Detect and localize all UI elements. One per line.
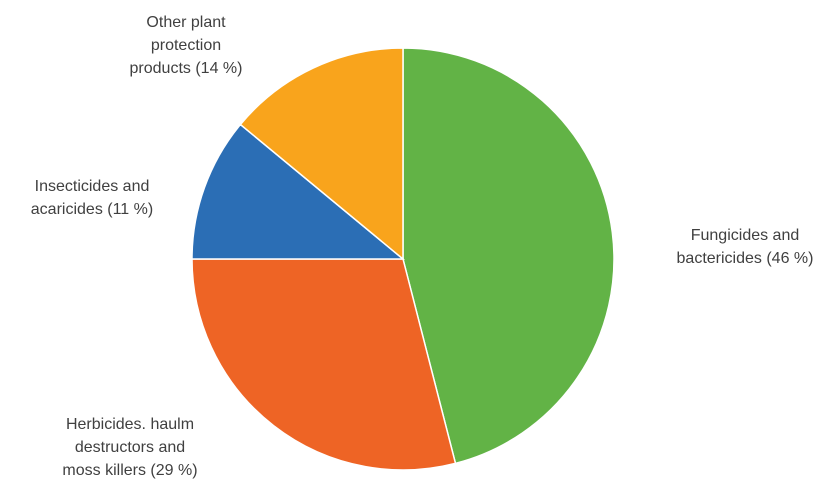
slice-label-line: protection: [151, 37, 221, 54]
slice-label-line: moss killers (29 %): [62, 462, 197, 479]
pie-slice-0: [402, 47, 615, 465]
slice-label-1: Herbicides. haulm destructors and moss kil…: [62, 416, 197, 479]
slice-label-line: Insecticides and: [35, 178, 150, 195]
pie-slice-3: [239, 47, 404, 261]
slice-label-line: Fungicides and: [691, 227, 800, 244]
slice-label-line: bactericides (46 %): [677, 250, 814, 267]
slice-label-line: products (14 %): [130, 60, 243, 77]
slice-labels: Fungicides and bactericides (46 %) Herbici…: [31, 14, 814, 479]
pie-slice-2: [191, 123, 406, 260]
slice-label-3: Other plant protection products (14 %): [130, 14, 243, 77]
pie-slices: [191, 47, 615, 471]
slice-label-line: Other plant: [146, 14, 226, 31]
slice-label-0: Fungicides and bactericides (46 %): [677, 227, 814, 267]
slice-label-line: destructors and: [75, 439, 185, 456]
pie-slice-1: [191, 258, 457, 471]
slice-label-2: Insecticides and acaricides (11 %): [31, 178, 153, 218]
slice-label-line: acaricides (11 %): [31, 201, 153, 218]
slice-label-line: Herbicides. haulm: [66, 416, 194, 433]
